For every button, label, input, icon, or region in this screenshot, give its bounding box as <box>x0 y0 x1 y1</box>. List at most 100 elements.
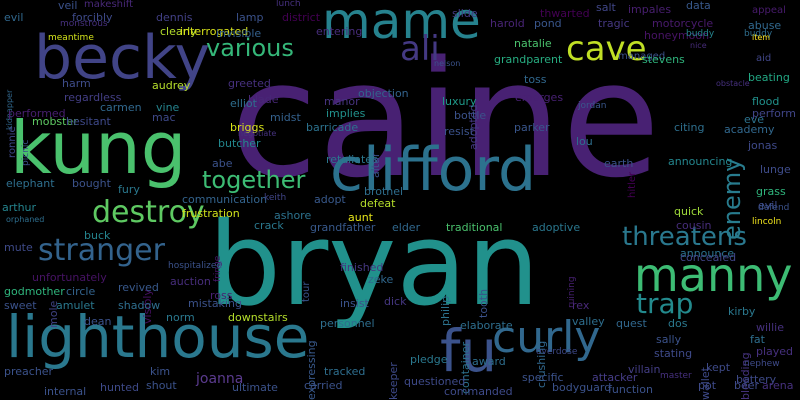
word-perform: perform <box>752 107 796 120</box>
word-preacher: preacher <box>4 365 54 378</box>
word-lincoln: lincoln <box>752 217 782 227</box>
word-lunge: lunge <box>760 163 791 176</box>
word-impales: impales <box>628 3 672 16</box>
word-clearly: clearly <box>160 25 197 38</box>
word-circle: circle <box>66 285 96 298</box>
word-mistaking: mistaking <box>188 297 242 310</box>
word-ultimate: ultimate <box>232 381 278 394</box>
word-buck: buck <box>84 229 111 242</box>
word-grandparent: grandparent <box>494 53 563 66</box>
word-stating: stating <box>654 347 693 360</box>
word-unfortunately: unfortunately <box>32 271 107 284</box>
word-orphaned: orphaned <box>6 215 45 224</box>
word-midst: midst <box>270 111 301 124</box>
word-meantime: meantime <box>48 33 94 43</box>
word-regardless: regardless <box>64 91 122 104</box>
word-shadow: shadow <box>118 299 161 312</box>
word-award: award <box>472 355 506 368</box>
word-lighthouse: lighthouse <box>6 303 310 371</box>
word-godmother: godmother <box>4 285 65 298</box>
word-natalie: natalie <box>514 37 552 50</box>
word-carmen: carmen <box>100 101 142 114</box>
word-hesitant: hesitant <box>66 115 111 128</box>
word-fat: fat <box>750 333 765 346</box>
word-attacker: attacker <box>592 371 638 384</box>
word-aid: aid <box>756 53 772 64</box>
word-hospitalized: hospitalized <box>168 261 223 271</box>
word-nephew: nephew <box>744 359 780 369</box>
word-kirby: kirby <box>728 305 756 318</box>
word-altar: altar <box>369 152 382 178</box>
word-jonas: jonas <box>748 139 778 152</box>
word-joanna: joanna <box>196 371 244 387</box>
word-adoptive: adoptive <box>532 221 581 234</box>
word-slide: slide <box>452 7 478 20</box>
word-vine: vine <box>156 101 180 114</box>
word-crack: crack <box>254 219 284 232</box>
word-emerges: emerges <box>515 91 564 104</box>
word-aunt: aunt <box>348 211 373 224</box>
word-stranger: stranger <box>38 233 165 268</box>
word-auction: auction <box>170 275 211 288</box>
word-traditional: traditional <box>446 221 503 234</box>
word-dos: dos <box>668 317 688 330</box>
word-obstacle: obstacle <box>716 79 750 88</box>
word-finished: finished <box>340 261 384 274</box>
word-together: together <box>202 166 306 194</box>
word-master: master <box>660 371 692 381</box>
word-blade: blade <box>248 93 279 106</box>
word-battery: battery <box>736 373 777 386</box>
word-forcibly: forcibly <box>72 11 113 24</box>
word-implies: implies <box>326 107 366 120</box>
word-philip: philip <box>439 295 452 326</box>
word-willie: willie <box>756 321 784 334</box>
word-ross: ross <box>210 289 233 302</box>
word-bodyguard: bodyguard <box>552 381 612 394</box>
word-ashore: ashore <box>274 209 312 222</box>
word-manor: manor <box>324 95 360 108</box>
word-nice: nice <box>690 41 707 50</box>
word-item: item <box>752 33 771 42</box>
word-invisible: invisible <box>216 27 262 40</box>
word-communication: communication <box>182 193 268 206</box>
word-dean: dean <box>84 315 112 328</box>
word-grass: grass <box>756 185 786 198</box>
word-revived: revived <box>118 281 159 294</box>
word-bottle: bottle <box>454 109 487 122</box>
word-elliot: elliot <box>230 97 257 110</box>
word-district: district <box>282 11 321 24</box>
word-zeke: zeke <box>368 273 394 286</box>
word-keith: keith <box>264 193 287 203</box>
word-ronnie: ronnie <box>7 126 18 158</box>
word-bought: bought <box>72 177 111 190</box>
word-earth: earth <box>604 157 634 170</box>
word-stevens: stevens <box>642 53 685 66</box>
word-fury: fury <box>118 183 140 196</box>
word-negotiate: negotiate <box>238 129 277 138</box>
word-caine: caine <box>230 26 661 213</box>
word-barricade: barricade <box>306 121 359 134</box>
word-tooth: tooth <box>477 288 490 318</box>
word-bryan: bryan <box>208 198 540 332</box>
word-cousin: cousin <box>676 219 712 232</box>
word-managed: managed <box>618 51 666 62</box>
word-mobster: mobster <box>32 115 78 128</box>
word-manny: manny <box>634 248 793 302</box>
word-quick: quick <box>674 205 704 218</box>
word-defeat: defeat <box>360 197 396 210</box>
word-arena: arena <box>762 379 794 392</box>
word-hitler: hitler <box>627 171 638 198</box>
word-resist: resist <box>444 125 474 138</box>
word-lamp: lamp <box>236 11 264 24</box>
word-beer: beer <box>734 379 760 392</box>
word-mac: mac <box>152 111 176 124</box>
word-interrogated: interrogated <box>180 25 249 38</box>
word-elephant: elephant <box>6 177 55 190</box>
word-keeper: keeper <box>387 362 400 400</box>
word-clifford: clifford <box>330 135 537 205</box>
word-destroy: destroy <box>92 195 205 230</box>
word-kim: kim <box>150 365 171 378</box>
word-amulet: amulet <box>56 299 95 312</box>
word-commanded: commanded <box>444 385 513 398</box>
word-parker: parker <box>514 121 550 134</box>
